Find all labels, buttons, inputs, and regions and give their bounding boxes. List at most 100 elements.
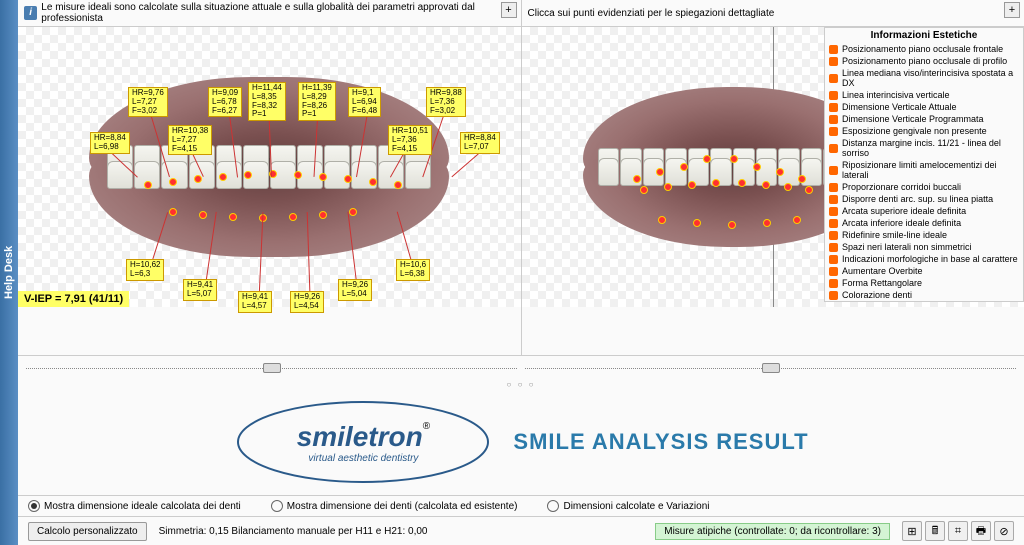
toolbar-icon-button[interactable]: 🖶 (971, 521, 991, 541)
info-item[interactable]: Riposizionare limiti amelocementizi dei … (825, 159, 1023, 181)
info-item-label: Disporre denti arc. sup. su linea piatta (842, 194, 993, 204)
atypical-measures-box[interactable]: Misure atipiche (controllate: 0; da rico… (655, 523, 890, 540)
info-item[interactable]: Esposizione gengivale non presente (825, 125, 1023, 137)
slider-thumb[interactable] (762, 363, 780, 373)
measurement-point[interactable] (199, 211, 207, 219)
measurement-label[interactable]: H=11,39 L=8,29 F=8,26 P=1 (298, 82, 336, 121)
info-point[interactable] (703, 155, 711, 163)
measurement-label[interactable]: H=9,26 L=5,04 (338, 279, 372, 301)
measurement-label[interactable]: H=9,1 L=6,94 F=6,48 (348, 87, 381, 117)
info-item[interactable]: Distanza margine incis. 11/21 - linea de… (825, 137, 1023, 159)
right-diagram[interactable]: Informazioni Estetiche Posizionamento pi… (522, 27, 1024, 307)
info-point[interactable] (664, 183, 672, 191)
info-point[interactable] (693, 219, 701, 227)
custom-calc-button[interactable]: Calcolo personalizzato (28, 522, 147, 541)
measurement-point[interactable] (194, 175, 202, 183)
measurement-point[interactable] (349, 208, 357, 216)
measurement-point[interactable] (369, 178, 377, 186)
info-point[interactable] (798, 175, 806, 183)
info-item[interactable]: Colorazione denti (825, 289, 1023, 301)
info-point[interactable] (728, 221, 736, 229)
info-item[interactable]: Forma Rettangolare (825, 277, 1023, 289)
view-mode-radios: Mostra dimensione ideale calcolata dei d… (18, 495, 1024, 517)
measurement-point[interactable] (244, 171, 252, 179)
info-item[interactable]: Linea interincisiva verticale (825, 89, 1023, 101)
measurement-label[interactable]: HR=10,38 L=7,27 F=4,15 (168, 125, 212, 155)
toolbar-icon-button[interactable]: ⊘ (994, 521, 1014, 541)
info-point[interactable] (753, 163, 761, 171)
info-point[interactable] (805, 186, 813, 194)
info-item[interactable]: Proporzionare corridoi buccali (825, 181, 1023, 193)
info-icon: i (24, 6, 37, 20)
right-slider[interactable] (525, 360, 1016, 376)
info-item[interactable]: Disporre denti arc. sup. su linea piatta (825, 193, 1023, 205)
measurement-label[interactable]: HR=9,76 L=7,27 F=3,02 (128, 87, 168, 117)
measurement-label[interactable]: H=10,62 L=6,3 (126, 259, 164, 281)
measurement-point[interactable] (319, 173, 327, 181)
measurement-point[interactable] (169, 208, 177, 216)
info-item[interactable]: Dimensione Verticale Programmata (825, 113, 1023, 125)
expand-left-button[interactable]: + (501, 2, 517, 18)
info-point[interactable] (712, 179, 720, 187)
measurement-label[interactable]: H=10,6 L=6,38 (396, 259, 430, 281)
info-item[interactable]: Posizionamento piano occlusale frontale (825, 43, 1023, 55)
info-item-label: Linea mediana viso/interincisiva spostat… (842, 68, 1019, 88)
measurement-point[interactable] (219, 173, 227, 181)
bullet-icon (829, 195, 838, 204)
measurement-label[interactable]: H=9,41 L=5,07 (183, 279, 217, 301)
info-item[interactable]: Arcata inferiore ideale definita (825, 217, 1023, 229)
view-mode-option[interactable]: Dimensioni calcolate e Variazioni (547, 500, 709, 512)
info-item[interactable]: Spazi neri laterali non simmetrici (825, 241, 1023, 253)
view-mode-option[interactable]: Mostra dimensione dei denti (calcolata e… (271, 500, 518, 512)
measurement-point[interactable] (169, 178, 177, 186)
info-item[interactable]: Aumentare Overbite (825, 265, 1023, 277)
info-point[interactable] (656, 168, 664, 176)
view-mode-option[interactable]: Mostra dimensione ideale calcolata dei d… (28, 500, 241, 512)
v-iep-label: V-IEP = 7,91 (41/11) (18, 291, 129, 307)
measurement-label[interactable]: H=9,41 L=4,57 (238, 291, 272, 313)
toolbar-icon-button[interactable]: ⊞ (902, 521, 922, 541)
measurement-point[interactable] (394, 181, 402, 189)
help-desk-tab[interactable]: Help Desk (0, 0, 18, 545)
info-item[interactable]: Posizionamento piano occlusale di profil… (825, 55, 1023, 67)
radio-icon (28, 500, 40, 512)
measurement-point[interactable] (289, 213, 297, 221)
info-point[interactable] (784, 183, 792, 191)
info-point[interactable] (658, 216, 666, 224)
measurement-point[interactable] (319, 211, 327, 219)
measurement-label[interactable]: H=9,09 L=6,78 F=6,27 (208, 87, 242, 117)
left-diagram[interactable]: V-IEP = 7,91 (41/11) HR=8,84 L=6,98 HR=9,… (18, 27, 521, 307)
info-item[interactable]: Dimensione Verticale Attuale (825, 101, 1023, 113)
expand-right-button[interactable]: + (1004, 2, 1020, 18)
info-item[interactable]: Ridefinire smile-line ideale (825, 229, 1023, 241)
info-item[interactable]: Linea mediana viso/interincisiva spostat… (825, 67, 1023, 89)
info-point[interactable] (680, 163, 688, 171)
info-point[interactable] (640, 186, 648, 194)
info-point[interactable] (730, 155, 738, 163)
info-point[interactable] (633, 175, 641, 183)
tooth (598, 158, 620, 186)
measurement-label[interactable]: H=9,26 L=4,54 (290, 291, 324, 313)
info-panel-title: Informazioni Estetiche (825, 28, 1023, 43)
slider-thumb[interactable] (263, 363, 281, 373)
info-item[interactable]: Arcata superiore ideale definita (825, 205, 1023, 217)
info-point[interactable] (793, 216, 801, 224)
measurement-point[interactable] (294, 171, 302, 179)
info-point[interactable] (762, 181, 770, 189)
measurement-point[interactable] (229, 213, 237, 221)
info-point[interactable] (738, 179, 746, 187)
measurement-point[interactable] (344, 175, 352, 183)
measurement-label[interactable]: HR=9,88 L=7,36 F=3,02 (426, 87, 466, 117)
left-slider[interactable] (26, 360, 517, 376)
info-point[interactable] (688, 181, 696, 189)
measurement-label[interactable]: HR=8,84 L=7,07 (460, 132, 500, 154)
measurement-point[interactable] (144, 181, 152, 189)
toolbar-icon-button[interactable]: ⌗ (948, 521, 968, 541)
info-point[interactable] (776, 168, 784, 176)
info-item[interactable]: Indicazioni morfologiche in base al cara… (825, 253, 1023, 265)
measurement-label[interactable]: HR=8,84 L=6,98 (90, 132, 130, 154)
toolbar-icon-button[interactable]: 🖩 (925, 521, 945, 541)
measurement-label[interactable]: H=11,44 L=8,35 F=8,32 P=1 (248, 82, 286, 121)
info-point[interactable] (763, 219, 771, 227)
measurement-label[interactable]: HR=10,51 L=7,36 F=4,15 (388, 125, 432, 155)
